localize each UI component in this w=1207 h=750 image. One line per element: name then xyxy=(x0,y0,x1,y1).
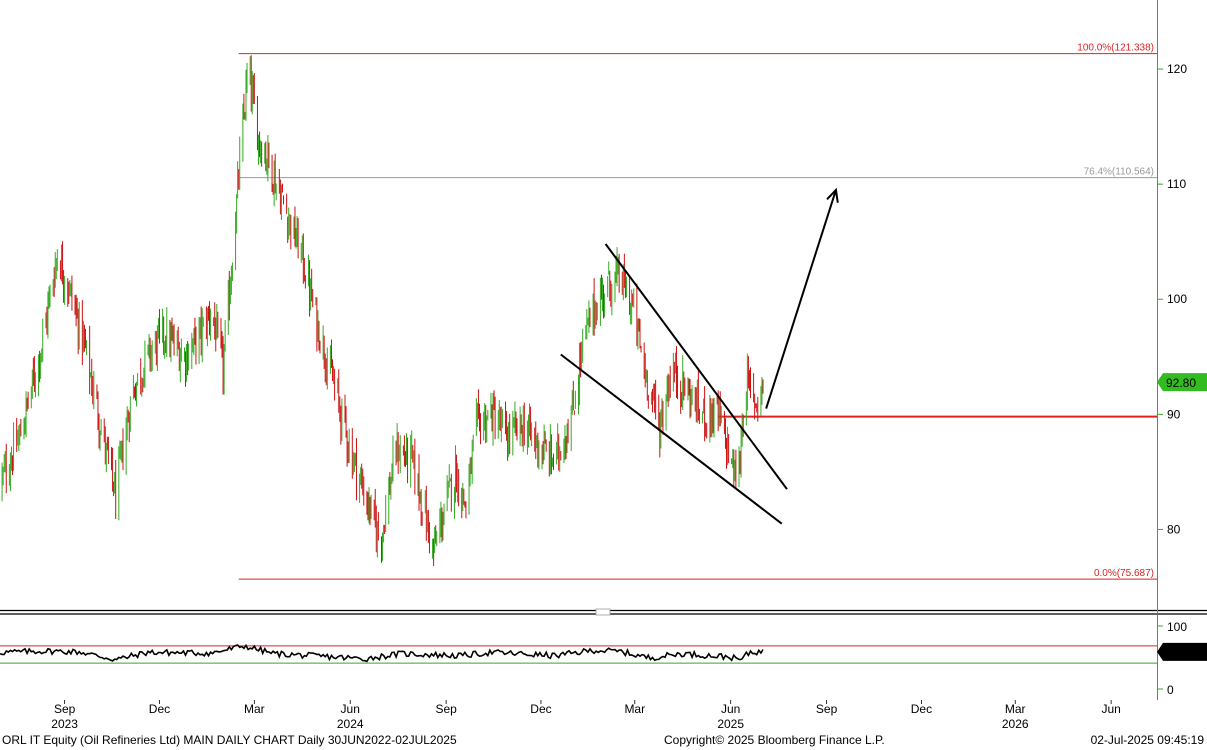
x-tick-month-label: Jun xyxy=(1101,702,1120,716)
x-tick-month-label: Dec xyxy=(911,702,932,716)
candlestick-series xyxy=(1,55,764,566)
x-tick-month-label: Dec xyxy=(530,702,551,716)
panel-resize-handle[interactable] xyxy=(595,608,611,616)
x-tick-month-label: Mar xyxy=(244,702,265,716)
price-chart: 100.0%(121.338) 76.4%(110.564) 0.0%(75.687… xyxy=(0,0,1207,731)
wedge-trendline xyxy=(604,243,788,490)
x-tick-month-label: Sep xyxy=(816,702,838,716)
oscillator-value-label: 56.012 xyxy=(1165,646,1202,660)
oscillator-panel: 0 100 56.012 xyxy=(0,620,1207,697)
trend-drawings xyxy=(560,187,839,525)
x-tick-year-label: 2026 xyxy=(1002,717,1029,731)
x-tick-month-label: Mar xyxy=(624,702,645,716)
fib-level-label: 100.0%(121.338) xyxy=(1077,43,1154,54)
fib-level-label: 76.4%(110.564) xyxy=(1084,167,1154,178)
y-tick-label: 120 xyxy=(1167,62,1187,76)
oscillator-line xyxy=(0,643,764,663)
price-panel xyxy=(0,608,1207,616)
breakout-arrow-head xyxy=(826,187,839,203)
breakout-arrow xyxy=(765,189,837,409)
y-tick-label: 110 xyxy=(1167,177,1186,191)
fibonacci-levels: 100.0%(121.338) 76.4%(110.564) 0.0%(75.687… xyxy=(238,43,1157,580)
x-tick-month-label: Sep xyxy=(54,702,76,716)
price-y-axis: 80 90 100 110 120 92.80 xyxy=(1157,0,1207,700)
x-tick-year-label: 2023 xyxy=(51,717,78,731)
oscillator-value-marker xyxy=(1157,642,1207,661)
x-tick-month-label: Jun xyxy=(341,702,360,716)
x-tick-month-label: Mar xyxy=(1005,702,1026,716)
fib-level-label: 0.0%(75.687) xyxy=(1094,568,1154,579)
last-price-label: 92.80 xyxy=(1166,376,1196,390)
footer-timestamp: 02-Jul-2025 09:45:19 xyxy=(1090,733,1204,747)
date-x-axis: Sep Dec Mar Jun Sep Dec Mar Jun Sep Dec Mar Jun 2023… xyxy=(51,700,1121,731)
footer-chart-title: ORL IT Equity (Oil Refineries Ltd) MAIN … xyxy=(2,733,457,747)
x-tick-year-label: 2025 xyxy=(717,717,744,731)
y-tick-label: 100 xyxy=(1167,292,1187,306)
x-tick-year-label: 2024 xyxy=(337,717,364,731)
x-tick-month-label: Jun xyxy=(721,702,740,716)
last-price-marker xyxy=(1157,373,1207,392)
x-tick-month-label: Sep xyxy=(435,702,457,716)
oscillator-y-tick-label: 0 xyxy=(1167,683,1174,697)
footer-copyright: Copyright© 2025 Bloomberg Finance L.P. xyxy=(664,733,885,747)
y-tick-label: 90 xyxy=(1167,407,1181,421)
wedge-trendline xyxy=(560,353,783,525)
oscillator-y-tick-label: 100 xyxy=(1167,620,1187,634)
x-tick-month-label: Dec xyxy=(149,702,170,716)
y-tick-label: 80 xyxy=(1167,522,1181,536)
